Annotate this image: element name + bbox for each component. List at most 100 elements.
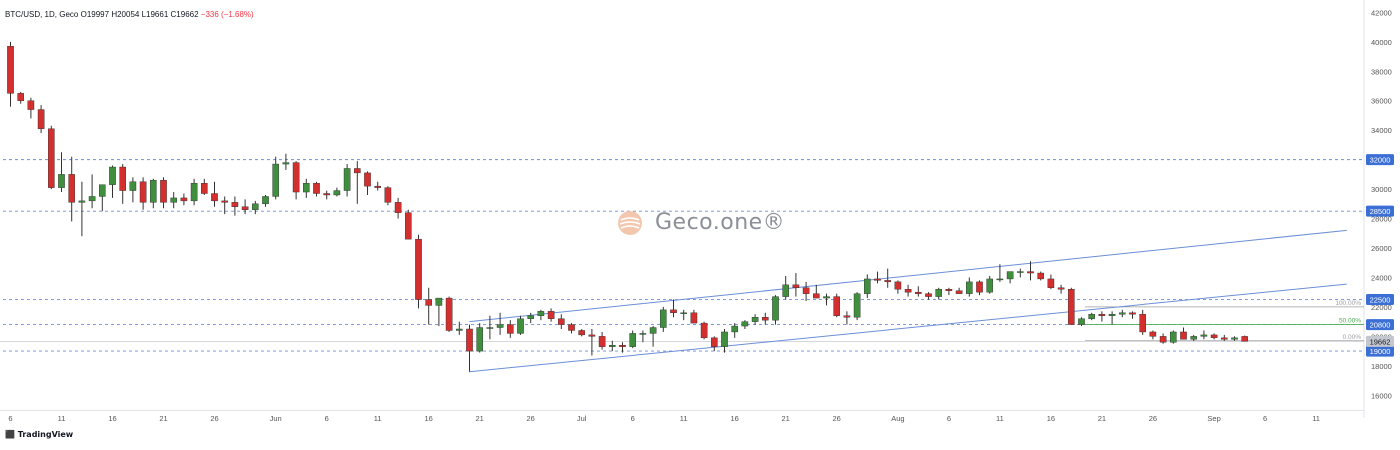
y-tick-label: 36000 <box>1371 97 1392 106</box>
candle-body <box>639 333 647 335</box>
x-tick-label: 16 <box>425 414 433 423</box>
symbol-legend[interactable]: BTC/USD, 1D, Geco O19997 H20054 L19661 C… <box>5 10 254 19</box>
candle-body <box>1190 336 1197 340</box>
y-tick-label: 28000 <box>1371 215 1392 224</box>
candle-body <box>1139 314 1146 333</box>
current-price-label: 19662 <box>1370 337 1391 346</box>
candle-body <box>1129 312 1136 315</box>
candle-body <box>292 162 300 193</box>
level-label: 22500 <box>1370 296 1391 305</box>
candle-body <box>251 203 259 210</box>
low-value: 19661 <box>146 10 169 19</box>
candle-body <box>517 318 524 334</box>
y-tick-label: 42000 <box>1371 8 1392 17</box>
x-tick-label: Jul <box>577 414 587 423</box>
tradingview-icon: ⬛ <box>5 430 15 439</box>
x-tick-label: 21 <box>476 414 484 423</box>
candle-body <box>690 312 698 324</box>
candle-body <box>170 197 178 203</box>
channel-line <box>469 283 1347 373</box>
candle-body <box>149 180 157 203</box>
candle-body <box>272 163 280 197</box>
candle-body <box>323 193 331 196</box>
candle-body <box>211 193 218 202</box>
candle-body <box>445 297 453 331</box>
candle-body <box>1159 336 1167 343</box>
candle-body <box>129 181 137 191</box>
candle-body <box>843 315 851 318</box>
candle-body <box>27 100 35 110</box>
candle-body <box>884 280 891 283</box>
y-tick-label: 24000 <box>1371 273 1392 282</box>
candle-body <box>711 337 718 347</box>
candle-body <box>649 327 657 334</box>
candle-body <box>17 93 25 101</box>
level-label-box <box>1366 154 1394 166</box>
level-label-box <box>1366 294 1394 306</box>
candle-body <box>303 182 310 193</box>
level-label: 32000 <box>1370 156 1391 165</box>
candle-body <box>78 200 86 203</box>
candle-body <box>1169 331 1177 343</box>
fib-label: 0.00% <box>1343 334 1362 341</box>
candle-body <box>741 321 749 327</box>
x-tick-label: 21 <box>782 414 790 423</box>
candle-body <box>568 324 575 331</box>
candle-body <box>813 293 820 299</box>
candle-body <box>456 328 463 331</box>
candle-body <box>1088 314 1095 319</box>
candle-body <box>762 317 769 321</box>
candle-body <box>578 330 585 336</box>
candle-body <box>976 281 983 293</box>
level-labels: 100.00% 50.00% 0.00% 32000 28500 22500 20800 19… <box>1335 154 1394 357</box>
level-label-box <box>1366 345 1394 357</box>
candle-body <box>660 309 667 328</box>
candle-body <box>558 318 565 325</box>
candles <box>7 41 1248 372</box>
watermark-text: Geco.one® <box>655 210 786 235</box>
candle-body <box>609 345 616 347</box>
candle-body <box>1047 278 1055 288</box>
candle-body <box>670 309 677 314</box>
y-tick-label: 34000 <box>1371 126 1392 135</box>
candle-body <box>48 128 55 188</box>
x-tick-label: 26 <box>527 414 535 423</box>
high-value: 20054 <box>117 10 140 19</box>
candle-body <box>527 315 534 319</box>
candle-body <box>1180 331 1187 340</box>
candle-body <box>986 278 993 293</box>
candle-body <box>864 278 871 294</box>
x-tick-label: 11 <box>680 414 688 423</box>
candle-body <box>333 190 341 196</box>
candle-body <box>1017 271 1024 273</box>
y-tick-label: 18000 <box>1371 362 1392 371</box>
current-price-box <box>1366 335 1394 347</box>
candle-body <box>1027 271 1034 274</box>
candle-body <box>1067 289 1075 325</box>
y-tick-label: 26000 <box>1371 244 1392 253</box>
level-label: 19000 <box>1370 347 1391 356</box>
candle-body <box>680 312 687 314</box>
candle-body <box>180 197 188 202</box>
y-tick-label: 38000 <box>1371 67 1392 76</box>
candle-body <box>598 336 606 347</box>
candle-body <box>1118 312 1126 315</box>
candle-body <box>1241 336 1248 342</box>
tradingview-label: TradingView <box>17 430 74 439</box>
candle-body <box>343 168 351 191</box>
candle-body <box>1098 314 1106 316</box>
open-value: 19997 <box>86 10 110 19</box>
x-tick-label: 11 <box>1312 414 1320 423</box>
candle-body <box>915 291 922 294</box>
level-label-box <box>1366 205 1394 217</box>
candle-body <box>1037 272 1044 280</box>
x-tick-label: 11 <box>58 414 66 423</box>
candle-body <box>37 109 45 129</box>
tradingview-logo[interactable]: ⬛ TradingView <box>5 430 73 439</box>
y-tick-label: 16000 <box>1371 391 1392 400</box>
y-tick-label: 30000 <box>1371 185 1392 194</box>
level-label-box <box>1366 319 1394 331</box>
candle-body <box>966 281 973 294</box>
